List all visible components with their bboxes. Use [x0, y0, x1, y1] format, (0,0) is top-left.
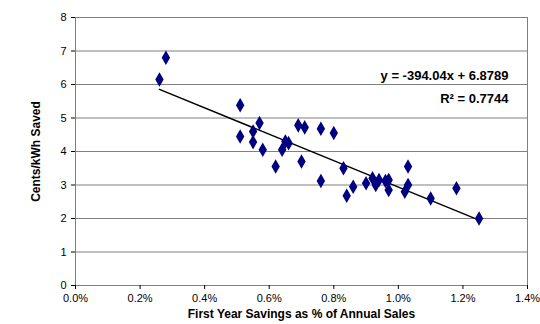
svg-text:Cents/kWh Saved: Cents/kWh Saved [29, 101, 43, 202]
svg-text:1.2%: 1.2% [450, 292, 475, 304]
svg-text:3: 3 [60, 179, 66, 191]
svg-text:1: 1 [60, 246, 66, 258]
svg-text:First Year Savings as % of Ann: First Year Savings as % of Annual Sales [188, 307, 416, 321]
svg-text:6: 6 [60, 78, 66, 90]
svg-text:7: 7 [60, 45, 66, 57]
svg-text:5: 5 [60, 112, 66, 124]
svg-text:0: 0 [60, 279, 66, 291]
svg-text:2: 2 [60, 212, 66, 224]
svg-text:0.2%: 0.2% [128, 292, 153, 304]
svg-text:0.6%: 0.6% [257, 292, 282, 304]
svg-text:0.4%: 0.4% [192, 292, 217, 304]
svg-text:1.4%: 1.4% [515, 292, 540, 304]
svg-text:R² = 0.7744: R² = 0.7744 [440, 91, 509, 106]
svg-text:0.0%: 0.0% [63, 292, 88, 304]
svg-text:0.8%: 0.8% [321, 292, 346, 304]
svg-text:4: 4 [60, 145, 66, 157]
svg-text:8: 8 [60, 11, 66, 23]
svg-text:1.0%: 1.0% [386, 292, 411, 304]
svg-text:y = -394.04x + 6.8789: y = -394.04x + 6.8789 [381, 68, 509, 83]
